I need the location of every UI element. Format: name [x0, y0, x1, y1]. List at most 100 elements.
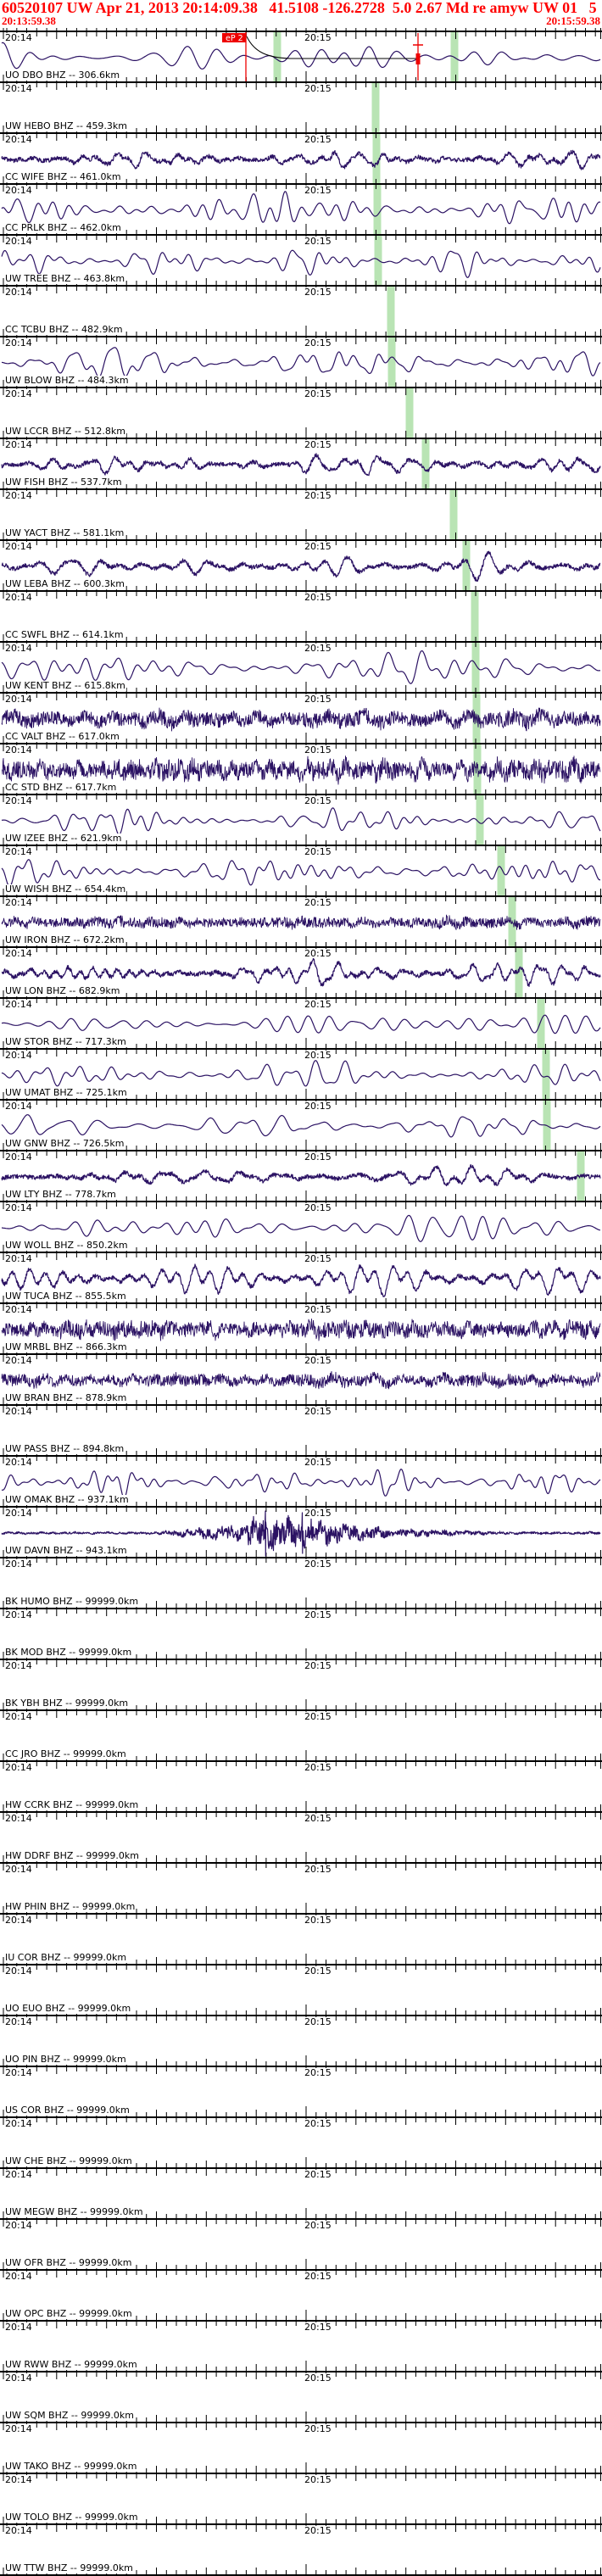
- trace-row-uw-lccr[interactable]: 20:14 20:15 UW LCCR BHZ -- 512.8km: [0, 387, 602, 438]
- trace-row-uw-izee[interactable]: 20:14 20:15 UW IZEE BHZ -- 621.9km: [0, 794, 602, 845]
- trace-row-uw-ofr[interactable]: 20:14 20:15 UW OFR BHZ -- 99999.0km: [0, 2218, 602, 2269]
- minute-label-2014: 20:14: [4, 643, 33, 654]
- trace-row-uw-opc[interactable]: 20:14 20:15 UW OPC BHZ -- 99999.0km: [0, 2269, 602, 2320]
- waveform[interactable]: [1, 249, 601, 278]
- trace-row-uw-pass[interactable]: 20:14 20:15 UW PASS BHZ -- 894.8km: [0, 1404, 602, 1455]
- trace-row-iu-cor[interactable]: 20:14 20:15 IU COR BHZ -- 99999.0km: [0, 1913, 602, 1964]
- waveform[interactable]: [1, 453, 601, 477]
- trace-row-uw-kent[interactable]: 20:14 20:15 UW KENT BHZ -- 615.8km: [0, 641, 602, 692]
- minute-label-2014: 20:14: [4, 1304, 33, 1315]
- predicted-arrival-band: [371, 83, 380, 132]
- trace-row-uw-tolo[interactable]: 20:14 20:15 UW TOLO BHZ -- 99999.0km: [0, 2473, 602, 2523]
- station-label: CC JRO BHZ -- 99999.0km: [4, 1748, 127, 1759]
- minute-label-2015: 20:15: [304, 1253, 332, 1264]
- trace-row-uw-iron[interactable]: 20:14 20:15 UW IRON BHZ -- 672.2km: [0, 895, 602, 946]
- waveform[interactable]: [1, 1214, 601, 1242]
- minute-label-2015: 20:15: [304, 1711, 332, 1722]
- station-label: UW TAKO BHZ -- 99999.0km: [4, 2461, 138, 2472]
- trace-row-uw-umat[interactable]: 20:14 20:15 UW UMAT BHZ -- 725.1km: [0, 1048, 602, 1099]
- waveform[interactable]: [1, 650, 601, 684]
- trace-row-uw-yact[interactable]: 20:14 20:15 UW YACT BHZ -- 581.1km: [0, 488, 602, 539]
- trace-row-uo-pin[interactable]: 20:14 20:15 UO PIN BHZ -- 99999.0km: [0, 2015, 602, 2066]
- waveform[interactable]: [1, 42, 601, 70]
- trace-row-uw-lty[interactable]: 20:14 20:15 UW LTY BHZ -- 778.7km: [0, 1150, 602, 1201]
- waveform[interactable]: [1, 550, 601, 583]
- waveform[interactable]: [1, 191, 601, 225]
- trace-row-cc-wife[interactable]: 20:14 20:15 CC WIFE BHZ -- 461.0km: [0, 132, 602, 183]
- trace-row-uw-megw[interactable]: 20:14 20:15 UW MEGW BHZ -- 99999.0km: [0, 2167, 602, 2218]
- waveform[interactable]: [1, 1263, 601, 1297]
- waveform[interactable]: [1, 149, 601, 170]
- waveform[interactable]: [1, 707, 601, 732]
- waveform[interactable]: [1, 347, 601, 378]
- predicted-arrival-band: [387, 287, 395, 336]
- waveform[interactable]: [1, 914, 601, 930]
- waveform[interactable]: [1, 1510, 601, 1557]
- trace-row-uw-stor[interactable]: 20:14 20:15 UW STOR BHZ -- 717.3km: [0, 997, 602, 1048]
- minute-label-2015: 20:15: [304, 1406, 332, 1417]
- trace-row-hw-ccrk[interactable]: 20:14 20:15 HW CCRK BHZ -- 99999.0km: [0, 1760, 602, 1811]
- trace-row-uw-leba[interactable]: 20:14 20:15 UW LEBA BHZ -- 600.3km: [0, 539, 602, 590]
- phase-pick-flag[interactable]: [222, 33, 246, 42]
- waveform[interactable]: [1, 859, 601, 888]
- minute-label-2014: 20:14: [4, 32, 33, 43]
- station-label: UW IZEE BHZ -- 621.9km: [4, 833, 123, 844]
- event-summary-header: 60520107 UW Apr 21, 2013 20:14:09.38 41.…: [2, 0, 597, 16]
- trace-row-bk-ybh[interactable]: 20:14 20:15 BK YBH BHZ -- 99999.0km: [0, 1659, 602, 1709]
- minute-label-2015: 20:15: [304, 1355, 332, 1366]
- waveform[interactable]: [1, 807, 601, 835]
- minute-label-2014: 20:14: [4, 1151, 33, 1163]
- trace-row-uw-sqm[interactable]: 20:14 20:15 UW SQM BHZ -- 99999.0km: [0, 2371, 602, 2422]
- trace-row-uo-euo[interactable]: 20:14 20:15 UO EUO BHZ -- 99999.0km: [0, 1964, 602, 2015]
- minute-label-2014: 20:14: [4, 541, 33, 552]
- trace-row-uw-lon[interactable]: 20:14 20:15 UW LON BHZ -- 682.9km: [0, 946, 602, 997]
- waveform[interactable]: [1, 957, 601, 987]
- waveform[interactable]: [1, 1114, 601, 1138]
- trace-row-uw-mrbl[interactable]: 20:14 20:15 UW MRBL BHZ -- 866.3km: [0, 1302, 602, 1353]
- trace-row-cc-std[interactable]: 20:14 20:15 CC STD BHZ -- 617.7km: [0, 743, 602, 794]
- trace-row-uw-tako[interactable]: 20:14 20:15 UW TAKO BHZ -- 99999.0km: [0, 2422, 602, 2473]
- minute-label-2014: 20:14: [4, 948, 33, 959]
- waveform[interactable]: [1, 1014, 601, 1034]
- trace-row-uw-fish[interactable]: 20:14 20:15 UW FISH BHZ -- 537.7km: [0, 438, 602, 488]
- minute-label-2014: 20:14: [4, 2322, 33, 2333]
- trace-row-uw-davn[interactable]: 20:14 20:15 UW DAVN BHZ -- 943.1km: [0, 1506, 602, 1557]
- minute-label-2015: 20:15: [304, 846, 332, 857]
- trace-row-uw-wish[interactable]: 20:14 20:15 UW WISH BHZ -- 654.4km: [0, 845, 602, 895]
- trace-row-uw-bran[interactable]: 20:14 20:15 UW BRAN BHZ -- 878.9km: [0, 1353, 602, 1404]
- minute-label-2015: 20:15: [304, 1101, 332, 1112]
- trace-row-uw-che[interactable]: 20:14 20:15 UW CHE BHZ -- 99999.0km: [0, 2116, 602, 2167]
- trace-row-uw-tuca[interactable]: 20:14 20:15 UW TUCA BHZ -- 855.5km: [0, 1252, 602, 1302]
- trace-row-bk-humo[interactable]: 20:14 20:15 BK HUMO BHZ -- 99999.0km: [0, 1557, 602, 1608]
- trace-row-uw-woll[interactable]: 20:14 20:15 UW WOLL BHZ -- 850.2km: [0, 1201, 602, 1252]
- trace-row-cc-prlk[interactable]: 20:14 20:15 CC PRLK BHZ -- 462.0km: [0, 183, 602, 234]
- trace-row-uw-ttw[interactable]: 20:14 20:15 UW TTW BHZ -- 99999.0km: [0, 2523, 602, 2574]
- trace-row-uo-dbo[interactable]: eP 2 20:14 20:15 UO DBO BHZ -- 306.6km: [0, 31, 602, 81]
- trace-row-bk-mod[interactable]: 20:14 20:15 BK MOD BHZ -- 99999.0km: [0, 1608, 602, 1659]
- trace-row-uw-hebo[interactable]: 20:14 20:15 UW HEBO BHZ -- 459.3km: [0, 81, 602, 132]
- waveform[interactable]: [1, 756, 601, 785]
- trace-row-uw-rww[interactable]: 20:14 20:15 UW RWW BHZ -- 99999.0km: [0, 2320, 602, 2371]
- minute-label-2014: 20:14: [4, 592, 33, 603]
- trace-row-cc-swfl[interactable]: 20:14 20:15 CC SWFL BHZ -- 614.1km: [0, 590, 602, 641]
- trace-row-uw-omak[interactable]: 20:14 20:15 UW OMAK BHZ -- 937.1km: [0, 1455, 602, 1506]
- waveform[interactable]: [1, 1060, 601, 1087]
- trace-row-hw-phin[interactable]: 20:14 20:15 HW PHIN BHZ -- 99999.0km: [0, 1862, 602, 1913]
- waveform[interactable]: [1, 1371, 601, 1390]
- station-label: UW BRAN BHZ -- 878.9km: [4, 1392, 128, 1403]
- minute-label-2014: 20:14: [4, 2474, 33, 2485]
- trace-row-us-cor[interactable]: 20:14 20:15 US COR BHZ -- 99999.0km: [0, 2066, 602, 2116]
- waveform[interactable]: [1, 1164, 601, 1187]
- minute-label-2014: 20:14: [4, 1406, 33, 1417]
- minute-label-2014: 20:14: [4, 134, 33, 145]
- trace-row-cc-tcbu[interactable]: 20:14 20:15 CC TCBU BHZ -- 482.9km: [0, 285, 602, 336]
- trace-row-cc-jro[interactable]: 20:14 20:15 CC JRO BHZ -- 99999.0km: [0, 1709, 602, 1760]
- trace-row-cc-valt[interactable]: 20:14 20:15 CC VALT BHZ -- 617.0km: [0, 692, 602, 743]
- trace-row-uw-gnw[interactable]: 20:14 20:15 UW GNW BHZ -- 726.5km: [0, 1099, 602, 1150]
- waveform[interactable]: [1, 1469, 601, 1499]
- trace-row-hw-ddrf[interactable]: 20:14 20:15 HW DDRF BHZ -- 99999.0km: [0, 1811, 602, 1862]
- waveform[interactable]: [1, 1319, 601, 1341]
- trace-row-uw-tree[interactable]: 20:14 20:15 UW TREE BHZ -- 463.8km: [0, 234, 602, 285]
- trace-row-uw-blow[interactable]: 20:14 20:15 UW BLOW BHZ -- 484.3km: [0, 336, 602, 387]
- minute-label-2014: 20:14: [4, 1050, 33, 1061]
